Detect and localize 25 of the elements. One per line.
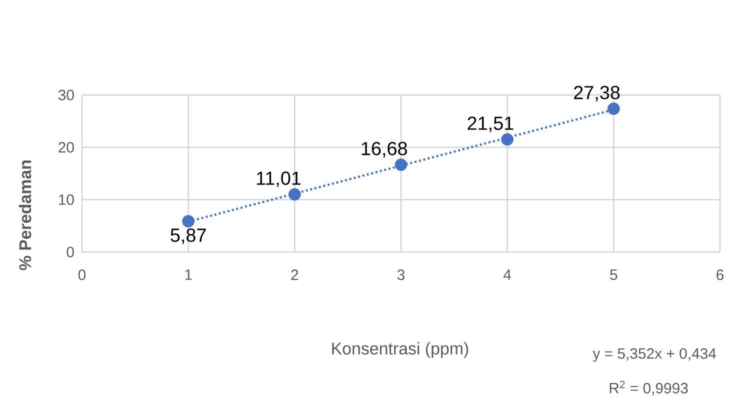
x-tick-label: 3 bbox=[397, 270, 405, 280]
x-tick-label: 6 bbox=[716, 270, 724, 280]
y-tick-label: 20 bbox=[58, 142, 74, 153]
data-label: 16,68 bbox=[362, 142, 407, 158]
y-tick-label: 30 bbox=[58, 90, 74, 100]
data-label: 21,51 bbox=[468, 116, 514, 132]
point bbox=[394, 158, 408, 171]
point bbox=[182, 215, 195, 228]
x-tick-label: 2 bbox=[291, 270, 298, 280]
text: y = 5,352x + 0,434 bbox=[592, 348, 716, 362]
data-label: 27,38 bbox=[574, 86, 620, 102]
data-label: 5,87 bbox=[170, 228, 206, 244]
x-tick-label: 1 bbox=[185, 270, 192, 280]
x-tick-label: 5 bbox=[610, 270, 618, 280]
text: R$^{2}$ = 0,9993 bbox=[610, 380, 688, 396]
y-tick-label: 10 bbox=[59, 194, 74, 205]
x-axis-title: Konsentrasi (ppm) bbox=[332, 342, 468, 358]
x-tick-label: 0 bbox=[78, 270, 86, 280]
y-axis-title: % Peredaman bbox=[18, 160, 32, 270]
x-tick-label: 4 bbox=[504, 270, 512, 280]
point bbox=[607, 102, 620, 115]
point bbox=[501, 133, 514, 146]
y-tick-label: 0 bbox=[66, 246, 74, 258]
data-label: 11,01 bbox=[256, 172, 301, 188]
point bbox=[288, 188, 301, 201]
